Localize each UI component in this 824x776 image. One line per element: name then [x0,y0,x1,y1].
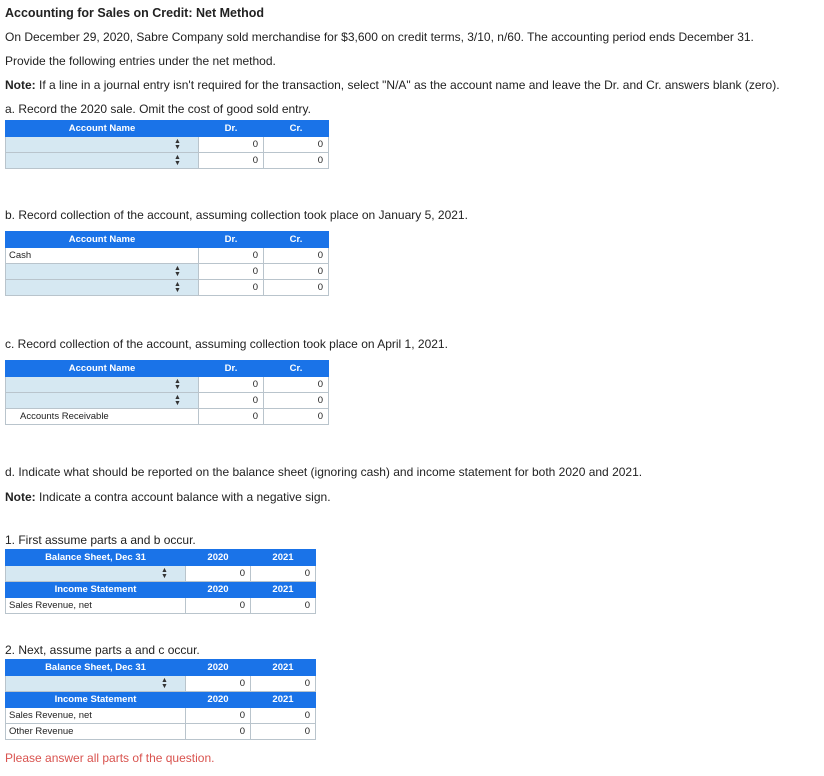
part-b-label: b. Record collection of the account, ass… [5,208,468,222]
instruction-text: Provide the following entries under the … [5,54,276,68]
select-arrows-icon: ▲ ▼ [174,378,181,391]
dr-input[interactable]: 0 [198,247,264,264]
cr-header: Cr. [263,360,329,377]
balance-sheet-header: Balance Sheet, Dec 31 [5,549,186,566]
note-body: If a line in a journal entry isn't requi… [35,78,780,92]
account-name-fixed: Other Revenue [5,723,186,740]
dr-input[interactable]: 0 [198,263,264,280]
income-statement-header: Income Statement [5,581,186,598]
part-c-table: Account Name Dr. Cr. ▲ ▼ 0 0 ▲ ▼ 0 0 Accou… [5,360,329,425]
part-a-table: Account Name Dr. Cr. ▲ ▼ 0 0 ▲ ▼ 0 0 [5,120,329,169]
validation-message: Please answer all parts of the question. [5,751,215,765]
dr-header: Dr. [198,120,264,137]
select-arrows-icon: ▲ ▼ [161,677,168,690]
value-2021-input[interactable]: 0 [250,723,316,740]
account-select[interactable]: ▲ ▼ [5,263,199,280]
year-2020-header: 2020 [185,691,251,708]
scenario-1-table: Balance Sheet, Dec 31 2020 2021 ▲ ▼ 0 0 I… [5,549,316,614]
account-name-header: Account Name [5,120,199,137]
year-2020-header: 2020 [185,581,251,598]
intro-text: On December 29, 2020, Sabre Company sold… [5,30,754,44]
note-label: Note: [5,78,36,92]
dr-input[interactable]: 0 [198,376,264,393]
year-2020-header: 2020 [185,659,251,676]
account-select[interactable]: ▲ ▼ [5,392,199,409]
scenario-2-table: Balance Sheet, Dec 31 2020 2021 ▲ ▼ 0 0 I… [5,659,316,740]
note-label: Note: [5,490,36,504]
income-statement-header: Income Statement [5,691,186,708]
year-2020-header: 2020 [185,549,251,566]
dr-header: Dr. [198,231,264,248]
value-2020-input[interactable]: 0 [185,723,251,740]
balance-sheet-header: Balance Sheet, Dec 31 [5,659,186,676]
dr-input[interactable]: 0 [198,279,264,296]
part-a-label: a. Record the 2020 sale. Omit the cost o… [5,102,311,116]
note-body: Indicate a contra account balance with a… [35,490,331,504]
account-name-fixed: Sales Revenue, net [5,707,186,724]
cr-input[interactable]: 0 [263,392,329,409]
account-select[interactable]: ▲ ▼ [5,565,186,582]
cr-input[interactable]: 0 [263,152,329,169]
dr-header: Dr. [198,360,264,377]
account-select[interactable]: ▲ ▼ [5,376,199,393]
account-select[interactable]: ▲ ▼ [5,675,186,692]
cr-input[interactable]: 0 [263,376,329,393]
value-2020-input[interactable]: 0 [185,675,251,692]
part-c-label: c. Record collection of the account, ass… [5,337,448,351]
dr-input[interactable]: 0 [198,408,264,425]
part-d-label: d. Indicate what should be reported on t… [5,465,643,479]
select-arrows-icon: ▲ ▼ [174,265,181,278]
cr-input[interactable]: 0 [263,408,329,425]
note-text: Note: Indicate a contra account balance … [5,490,331,504]
select-arrows-icon: ▲ ▼ [174,281,181,294]
account-name-header: Account Name [5,231,199,248]
cr-header: Cr. [263,120,329,137]
cr-header: Cr. [263,231,329,248]
account-name-fixed: Accounts Receivable [5,408,199,425]
account-select[interactable]: ▲ ▼ [5,136,199,153]
value-2021-input[interactable]: 0 [250,675,316,692]
value-2021-input[interactable]: 0 [250,707,316,724]
value-2020-input[interactable]: 0 [185,565,251,582]
value-2020-input[interactable]: 0 [185,707,251,724]
year-2021-header: 2021 [250,549,316,566]
account-name-fixed: Sales Revenue, net [5,597,186,614]
dr-input[interactable]: 0 [198,136,264,153]
account-name-header: Account Name [5,360,199,377]
year-2021-header: 2021 [250,659,316,676]
year-2021-header: 2021 [250,581,316,598]
cr-input[interactable]: 0 [263,263,329,280]
cr-input[interactable]: 0 [263,136,329,153]
cr-input[interactable]: 0 [263,247,329,264]
select-arrows-icon: ▲ ▼ [174,394,181,407]
dr-input[interactable]: 0 [198,152,264,169]
cr-input[interactable]: 0 [263,279,329,296]
note-text: Note: If a line in a journal entry isn't… [5,78,780,92]
account-select[interactable]: ▲ ▼ [5,152,199,169]
value-2021-input[interactable]: 0 [250,597,316,614]
account-select[interactable]: ▲ ▼ [5,279,199,296]
part-b-table: Account Name Dr. Cr. Cash 0 0 ▲ ▼ 0 0 ▲ ▼ … [5,231,329,296]
select-arrows-icon: ▲ ▼ [174,154,181,167]
account-name-fixed: Cash [5,247,199,264]
value-2021-input[interactable]: 0 [250,565,316,582]
select-arrows-icon: ▲ ▼ [161,567,168,580]
year-2021-header: 2021 [250,691,316,708]
dr-input[interactable]: 0 [198,392,264,409]
select-arrows-icon: ▲ ▼ [174,138,181,151]
page-title: Accounting for Sales on Credit: Net Meth… [5,6,265,20]
scenario-1-label: 1. First assume parts a and b occur. [5,533,196,547]
value-2020-input[interactable]: 0 [185,597,251,614]
scenario-2-label: 2. Next, assume parts a and c occur. [5,643,200,657]
